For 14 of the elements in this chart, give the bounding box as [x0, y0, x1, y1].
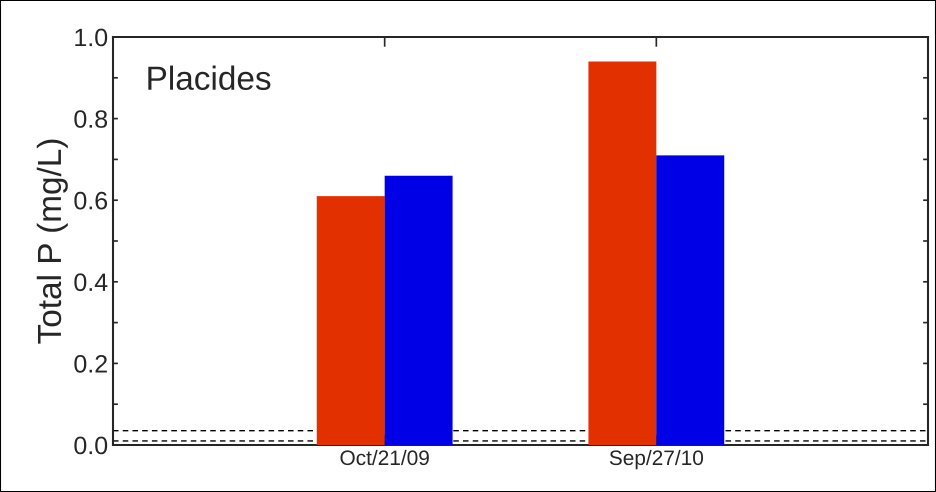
- x-tick-label: Sep/27/10: [610, 450, 704, 470]
- y-tick-label: 0.8: [74, 110, 108, 128]
- y-tick-label: 0.4: [74, 273, 108, 292]
- bar: [384, 176, 453, 445]
- text: Placides: [148, 66, 270, 90]
- y-tick-label: 0.2: [74, 355, 107, 373]
- bar: [656, 155, 724, 445]
- y-tick-label: 0.0: [74, 436, 108, 454]
- y-tick-label: 0.6: [74, 192, 108, 210]
- x-tick-label: Oct/21/09: [340, 450, 429, 466]
- y-tick-label: 1.0: [75, 28, 108, 46]
- bar: [588, 61, 656, 445]
- y-axis-title: Total P (mg/L): [36, 140, 68, 344]
- bar: [316, 196, 385, 445]
